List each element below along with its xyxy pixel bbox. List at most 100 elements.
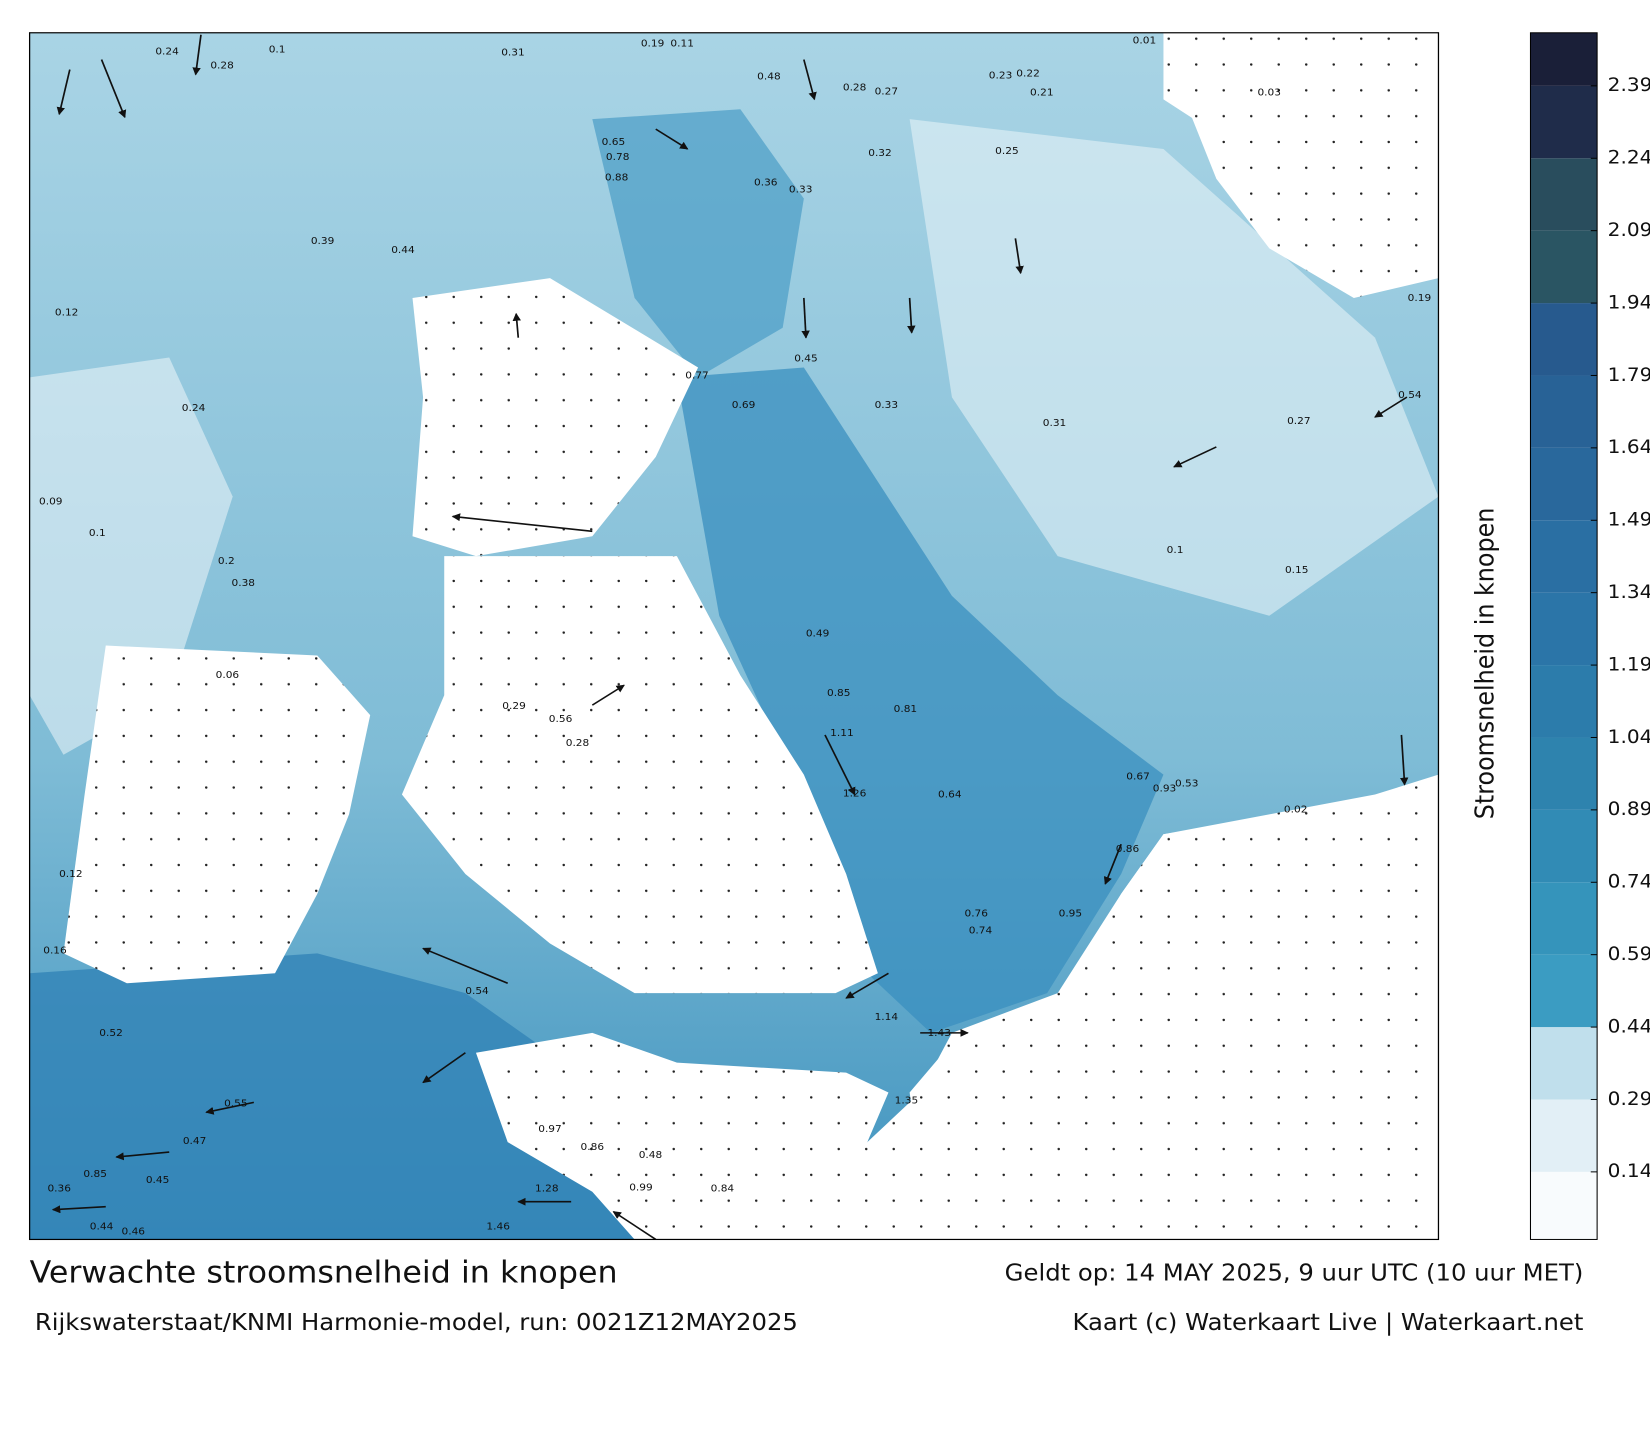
colorbar-tick-label: 0.14 [1608,1160,1650,1182]
current-label: 0.09 [39,496,63,508]
colorbar-band [1530,665,1598,738]
current-label: 0.44 [391,244,415,256]
current-label: 0.36 [754,177,778,189]
current-label: 0.28 [843,82,867,94]
colorbar-band [1530,520,1598,593]
current-label: 0.33 [789,184,813,196]
water-light [909,119,1439,616]
current-label: 0.2 [218,555,235,567]
colorbar-band [1530,1171,1598,1240]
current-label: 0.48 [639,1149,663,1161]
colorbar-band [1530,737,1598,810]
colorbar-tick-label: 2.09 [1608,219,1650,241]
current-label: 0.38 [232,577,256,589]
current-label: 0.77 [685,370,709,382]
current-label: 0.16 [43,945,67,957]
colorbar-tick-label: 1.34 [1608,581,1650,603]
water-deep [676,367,1164,1033]
colorbar-tick-label: 0.89 [1608,798,1650,820]
current-label: 1.26 [843,788,867,800]
colorbar-tick-label: 1.64 [1608,436,1650,458]
current-label: 0.48 [757,71,781,83]
current-label: 0.64 [938,789,962,801]
current-label: 0.12 [59,868,83,880]
current-label: 0.21 [1030,87,1054,99]
colorbar-tick-label: 0.29 [1608,1087,1650,1109]
colorbar-band [1530,303,1598,376]
current-label: 0.27 [875,86,899,98]
current-label: 0.86 [581,1141,605,1153]
title: Verwachte stroomsnelheid in knopen [30,1255,618,1290]
current-label: 0.02 [1284,804,1308,816]
colorbar-band [1530,592,1598,666]
current-label: 0.31 [1043,417,1067,429]
current-label: 0.97 [538,1123,562,1135]
colorbar-tick-label: 1.49 [1608,508,1650,530]
current-label: 0.1 [269,44,286,56]
current-label: 0.39 [311,236,335,248]
current-label: 1.14 [875,1011,899,1023]
current-arrows [51,34,1409,1240]
current-label: 0.29 [502,700,526,712]
current-label: 1.43 [927,1027,951,1039]
current-label: 0.31 [501,47,525,59]
colorbar-band [1530,447,1598,521]
current-label: 1.35 [895,1095,919,1107]
current-label: 1.11 [830,727,854,739]
current-label: 0.93 [1153,783,1177,795]
current-label: 0.24 [155,46,179,58]
current-label: 0.47 [183,1135,207,1147]
current-label: 0.85 [83,1168,107,1180]
current-label: 0.12 [55,307,79,319]
current-label: 0.86 [1116,843,1140,855]
colorbar: 0.14 0.29 0.44 0.59 0.74 0.89 1.04 1.19 1.34 1.49… [1530,32,1650,1240]
map-frame [28,32,1440,1241]
current-label: 0.24 [182,402,206,414]
current-label: 0.19 [1408,292,1432,304]
colorbar-tick-label: 0.44 [1608,1015,1650,1037]
current-label: 0.15 [1285,564,1309,576]
current-label: 0.1 [89,528,106,540]
colorbar-band [1530,882,1598,955]
colorbar-band [1530,1027,1598,1100]
colorbar-band [1530,1099,1598,1172]
current-label: 0.54 [465,985,489,997]
current-label: 0.44 [90,1221,114,1233]
current-label: 0.53 [1175,778,1199,790]
current-label: 0.28 [210,60,234,72]
current-label: 0.23 [989,70,1013,82]
colorbar-band [1530,809,1598,883]
current-label: 0.06 [216,670,240,682]
current-label: 0.45 [794,353,818,365]
credit: Kaart (c) Waterkaart Live | Waterkaart.n… [1072,1309,1583,1336]
colorbar-tick-label: 0.59 [1608,943,1650,965]
current-label: 0.25 [995,145,1019,157]
colorbar-tick-label: 2.39 [1608,74,1650,96]
current-label: 0.76 [964,908,988,920]
current-label: 0.54 [1398,389,1422,401]
current-label: 0.03 [1257,87,1281,99]
map: 0.240.280.1 0.310.19 0.110.480.28 0.270.23 0… [29,32,1439,1240]
current-label: 0.27 [1287,415,1311,427]
current-label: 1.46 [486,1221,510,1233]
current-label: 0.74 [969,925,993,937]
current-label: 0.32 [868,147,892,159]
colorbar-tick-label: 1.94 [1608,291,1650,313]
subtitle: Rijkswaterstaat/KNMI Harmonie-model, run… [35,1309,798,1336]
colorbar-band [1530,85,1598,159]
current-label: 0.84 [711,1183,735,1195]
current-label: 0.45 [146,1174,170,1186]
current-label: 0.22 [1016,68,1040,80]
colorbar-tick-label: 1.79 [1608,363,1650,385]
current-label: 0.81 [894,703,918,715]
current-label: 0.85 [827,687,851,699]
current-label: 1.28 [535,1183,559,1195]
current-label: 0.99 [629,1182,653,1194]
current-label: 0.46 [122,1226,146,1238]
current-label: 0.28 [566,737,590,749]
current-label: 0.11 [670,38,694,50]
current-label: 0.69 [732,399,756,411]
colorbar-tick-label: 1.19 [1608,653,1650,675]
colorbar-frame [1529,32,1598,1240]
